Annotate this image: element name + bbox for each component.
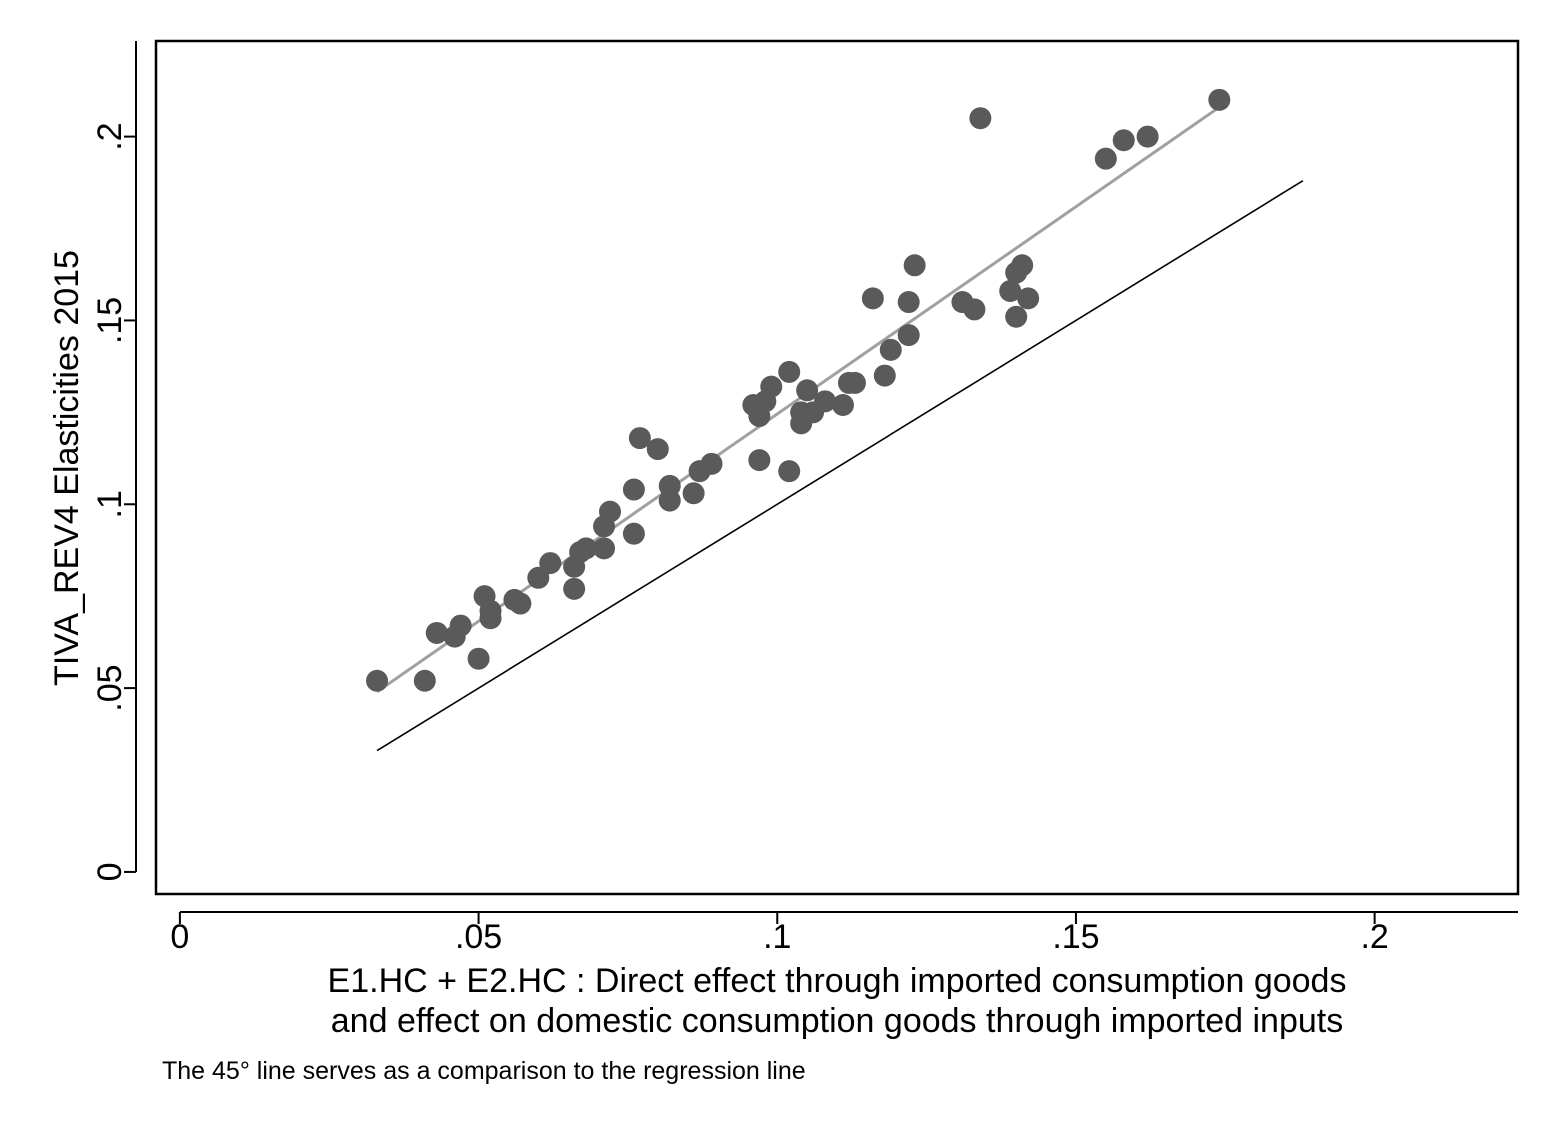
data-point <box>760 375 783 398</box>
data-point <box>628 427 651 450</box>
y-tick-label: .05 <box>91 664 129 711</box>
data-point <box>1208 88 1231 111</box>
x-tick-label: .1 <box>763 918 791 956</box>
data-point <box>413 669 436 692</box>
data-points <box>366 88 1231 692</box>
data-point <box>778 460 801 483</box>
x-tick-label: .05 <box>455 918 502 956</box>
data-point <box>622 478 645 501</box>
data-point <box>969 107 992 130</box>
data-point <box>425 621 448 644</box>
data-point <box>700 452 723 475</box>
y-tick-label: 0 <box>91 862 129 881</box>
data-point <box>682 482 705 505</box>
data-point <box>366 669 389 692</box>
chart-note: The 45° line serves as a comparison to t… <box>162 1057 806 1085</box>
y-tick-label: .15 <box>91 297 129 344</box>
x-tick-label: .15 <box>1052 918 1099 956</box>
data-point <box>903 254 926 277</box>
data-point <box>879 338 902 361</box>
reference-45-degree-line <box>376 180 1304 752</box>
data-point <box>575 537 598 560</box>
x-axis-title-line-2: and effect on domestic consumption goods… <box>331 1002 1343 1040</box>
regression-line <box>376 105 1221 694</box>
y-tick-label: .2 <box>91 122 129 150</box>
data-point <box>563 577 586 600</box>
data-point <box>646 438 669 461</box>
data-point <box>814 390 837 413</box>
x-axis-title-line-1: E1.HC + E2.HC : Direct effect through im… <box>328 962 1347 1000</box>
data-point <box>449 614 472 637</box>
plot-frame <box>154 39 1520 896</box>
data-point <box>509 592 532 615</box>
data-point <box>778 360 801 383</box>
data-point <box>622 522 645 545</box>
x-tick-label: 0 <box>170 918 189 956</box>
data-point <box>999 280 1022 303</box>
data-point <box>1005 305 1028 328</box>
data-point <box>1094 147 1117 170</box>
data-point <box>479 599 502 622</box>
data-point <box>748 449 771 472</box>
data-point <box>1017 287 1040 310</box>
fit-lines <box>376 105 1304 752</box>
data-point <box>897 324 920 347</box>
data-point <box>467 647 490 670</box>
data-point <box>831 393 854 416</box>
data-point <box>873 364 896 387</box>
data-point <box>658 474 681 497</box>
data-point <box>527 566 550 589</box>
data-point <box>897 291 920 314</box>
axis-labels: TIVA_REV4 Elasticities 2015 E1.HC + E2.H… <box>48 250 1346 1085</box>
data-point <box>599 500 621 523</box>
data-point <box>1011 254 1034 277</box>
y-axis-title: TIVA_REV4 Elasticities 2015 <box>48 250 86 686</box>
data-point <box>1112 129 1135 152</box>
data-point <box>796 379 819 402</box>
data-point <box>963 298 986 321</box>
data-point <box>593 537 616 560</box>
data-point <box>539 552 562 575</box>
axes: 0 .05 .1 .15 .2 0 .05 .1 .15 .2 <box>91 41 1518 956</box>
x-tick-label: .2 <box>1360 918 1388 956</box>
y-tick-label: .1 <box>91 490 129 518</box>
data-point <box>843 371 866 394</box>
data-point <box>861 287 884 310</box>
data-point <box>1136 125 1159 148</box>
